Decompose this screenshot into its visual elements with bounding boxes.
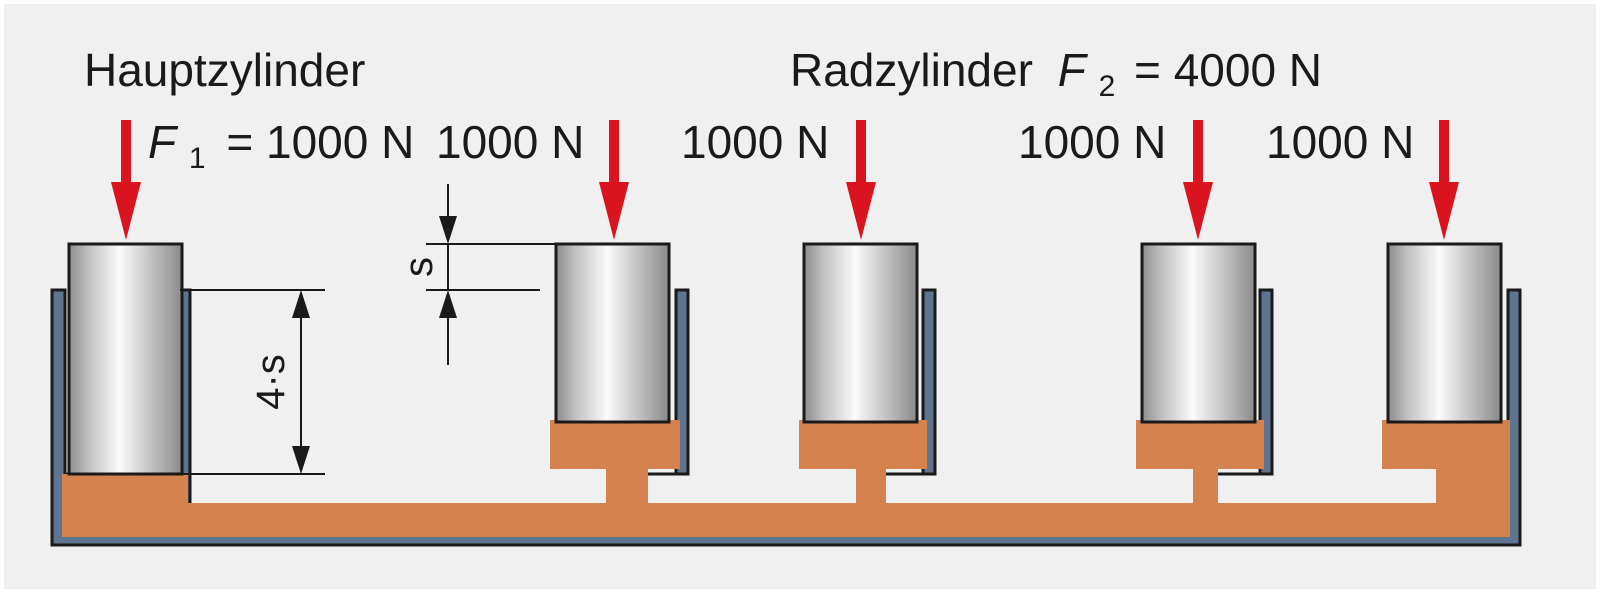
wheel-title-text: Radzylinder: [790, 44, 1033, 96]
master-force-value: = 1000 N: [226, 116, 414, 168]
wheel-force-label-2: 1000 N: [681, 116, 829, 168]
background-panel: [4, 4, 1596, 589]
piston-wheel-4: [1386, 242, 1503, 424]
housing: [50, 288, 1522, 547]
piston-wheel-3: [1140, 242, 1257, 424]
arrowhead-small-top: [439, 216, 457, 244]
stroke-label-small: s: [397, 257, 441, 277]
pistons: [67, 242, 1503, 476]
down-arrow-icon: [599, 120, 629, 240]
down-arrow-icon: [846, 120, 876, 240]
master-force-symbol: F: [148, 116, 179, 168]
dimension-arrowheads: [292, 216, 457, 474]
brake-fluid: [62, 420, 1510, 537]
piston-master: [67, 242, 184, 476]
wheel-cylinder-title: Radzylinder F 2 = 4000 N: [790, 44, 1322, 106]
master-force-subscript: 1: [189, 142, 206, 175]
wheel-force-label-4: 1000 N: [1266, 116, 1414, 168]
wheel-force-label-3: 1000 N: [1018, 116, 1166, 168]
stroke-label-large: 4·s: [249, 354, 293, 410]
force-arrows: [111, 120, 1459, 240]
arrowhead-large-bottom: [292, 446, 310, 474]
piston-wheel-2: [802, 242, 919, 424]
arrowhead-large-top: [292, 290, 310, 318]
master-cylinder-title: Hauptzylinder: [84, 44, 365, 96]
wheel-force-label-1: 1000 N: [436, 116, 584, 168]
down-arrow-icon: [111, 120, 141, 240]
labels: Hauptzylinder Radzylinder F 2 = 4000 N F…: [84, 44, 1414, 410]
piston-wheel-1: [554, 242, 671, 424]
master-force-label: F 1 = 1000 N: [148, 116, 414, 178]
wheel-force-subscript: 2: [1099, 70, 1116, 103]
down-arrow-icon: [1429, 120, 1459, 240]
arrowhead-small-bottom: [439, 290, 457, 318]
down-arrow-icon: [1183, 120, 1213, 240]
wheel-force-symbol: F: [1058, 44, 1089, 96]
wheel-force-value: = 4000 N: [1134, 44, 1322, 96]
